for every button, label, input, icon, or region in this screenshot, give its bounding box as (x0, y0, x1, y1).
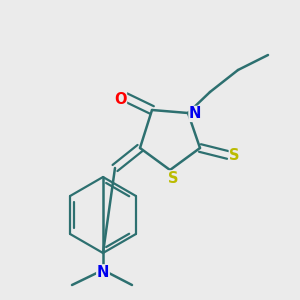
Text: N: N (97, 265, 109, 280)
Text: S: S (230, 148, 240, 164)
Text: S: S (168, 171, 179, 186)
Text: O: O (114, 92, 127, 107)
Text: N: N (189, 106, 201, 122)
